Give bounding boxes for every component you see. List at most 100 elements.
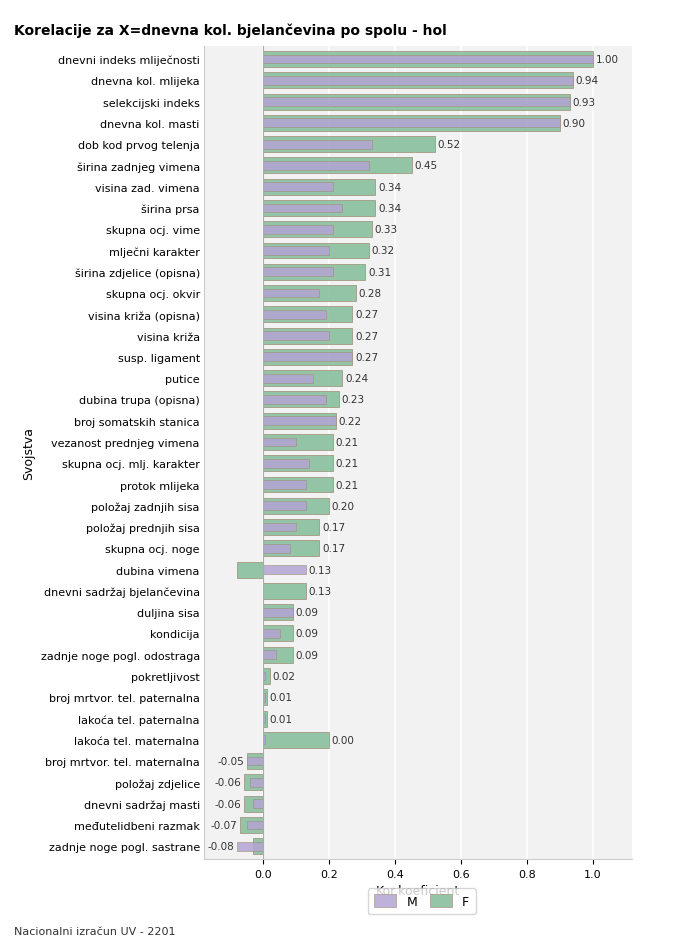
- Text: -0.06: -0.06: [214, 778, 241, 787]
- Bar: [263, 668, 270, 684]
- Text: 0.45: 0.45: [414, 161, 437, 171]
- Bar: [263, 307, 352, 323]
- Bar: [263, 264, 365, 280]
- Bar: [263, 523, 296, 531]
- Text: 0.34: 0.34: [378, 204, 401, 213]
- Text: 1.00: 1.00: [596, 55, 619, 65]
- Bar: [263, 349, 352, 365]
- Bar: [263, 541, 320, 557]
- Bar: [263, 456, 333, 472]
- Text: 0.09: 0.09: [296, 650, 319, 660]
- Bar: [240, 818, 263, 833]
- Text: 0.00: 0.00: [332, 735, 355, 745]
- Bar: [263, 329, 352, 345]
- Bar: [263, 689, 267, 705]
- Text: Korelacije za X=dnevna kol. bjelančevina po spolu - hol: Korelacije za X=dnevna kol. bjelančevina…: [14, 24, 446, 38]
- Bar: [263, 693, 265, 702]
- Bar: [263, 98, 570, 107]
- Text: 0.17: 0.17: [322, 523, 345, 532]
- Text: 0.21: 0.21: [335, 459, 358, 469]
- Bar: [263, 715, 265, 723]
- Bar: [263, 116, 560, 131]
- Text: 0.52: 0.52: [437, 140, 460, 150]
- Text: 0.27: 0.27: [355, 331, 378, 341]
- Bar: [247, 757, 263, 766]
- Bar: [263, 286, 356, 302]
- Text: -0.05: -0.05: [218, 756, 244, 767]
- Bar: [237, 562, 263, 578]
- Bar: [263, 650, 277, 660]
- Bar: [263, 434, 333, 450]
- Bar: [263, 159, 411, 175]
- Bar: [263, 480, 306, 489]
- Text: 0.01: 0.01: [269, 693, 292, 702]
- Bar: [263, 119, 560, 128]
- Text: 0.17: 0.17: [322, 544, 345, 554]
- Bar: [263, 413, 336, 430]
- Bar: [263, 332, 329, 341]
- Text: 0.01: 0.01: [269, 714, 292, 724]
- Bar: [263, 94, 570, 110]
- Text: 0.21: 0.21: [335, 480, 358, 490]
- Text: 0.27: 0.27: [355, 352, 378, 362]
- Text: 0.02: 0.02: [273, 671, 296, 682]
- Bar: [263, 498, 329, 514]
- Bar: [263, 647, 293, 663]
- Bar: [263, 141, 372, 149]
- Bar: [263, 56, 593, 64]
- Text: 0.23: 0.23: [342, 395, 365, 405]
- Bar: [263, 52, 593, 68]
- Text: 0.27: 0.27: [355, 310, 378, 320]
- Text: 0.32: 0.32: [371, 246, 394, 256]
- Bar: [237, 842, 263, 851]
- Text: 0.28: 0.28: [358, 289, 381, 298]
- Bar: [247, 820, 263, 830]
- Bar: [243, 775, 263, 790]
- Bar: [263, 672, 265, 681]
- Bar: [263, 608, 293, 616]
- Bar: [263, 392, 339, 408]
- Bar: [263, 290, 320, 298]
- Bar: [263, 502, 306, 511]
- Text: Nacionalni izračun UV - 2201: Nacionalni izračun UV - 2201: [14, 926, 175, 936]
- Legend: M, F: M, F: [368, 888, 475, 914]
- Text: 0.34: 0.34: [378, 182, 401, 193]
- Bar: [263, 460, 309, 468]
- Text: 0.22: 0.22: [339, 416, 362, 427]
- Text: 0.20: 0.20: [332, 501, 355, 512]
- Bar: [263, 477, 333, 493]
- X-axis label: Kor.koeficient: Kor.koeficient: [376, 885, 460, 898]
- Bar: [263, 604, 293, 620]
- Bar: [263, 565, 306, 574]
- Bar: [263, 583, 306, 599]
- Text: 0.13: 0.13: [309, 565, 332, 575]
- Text: 0.93: 0.93: [573, 97, 596, 108]
- Bar: [263, 626, 293, 642]
- Bar: [263, 179, 375, 195]
- Bar: [263, 268, 333, 277]
- Text: 0.90: 0.90: [562, 119, 585, 128]
- Bar: [247, 753, 263, 769]
- Text: 0.21: 0.21: [335, 437, 358, 447]
- Bar: [263, 161, 369, 171]
- Y-axis label: Svojstva: Svojstva: [22, 427, 35, 480]
- Bar: [254, 838, 263, 854]
- Bar: [263, 630, 279, 638]
- Bar: [263, 519, 320, 535]
- Text: 0.33: 0.33: [375, 225, 398, 235]
- Bar: [263, 204, 343, 213]
- Bar: [263, 371, 343, 387]
- Bar: [263, 417, 336, 426]
- Bar: [263, 222, 372, 238]
- Text: -0.07: -0.07: [211, 820, 237, 830]
- Bar: [263, 711, 267, 727]
- Text: 0.24: 0.24: [345, 374, 368, 383]
- Text: -0.06: -0.06: [214, 799, 241, 809]
- Text: -0.08: -0.08: [207, 841, 235, 851]
- Bar: [263, 732, 329, 748]
- Bar: [263, 735, 265, 745]
- Bar: [263, 353, 352, 362]
- Bar: [263, 244, 369, 260]
- Bar: [263, 311, 326, 319]
- Bar: [250, 778, 263, 787]
